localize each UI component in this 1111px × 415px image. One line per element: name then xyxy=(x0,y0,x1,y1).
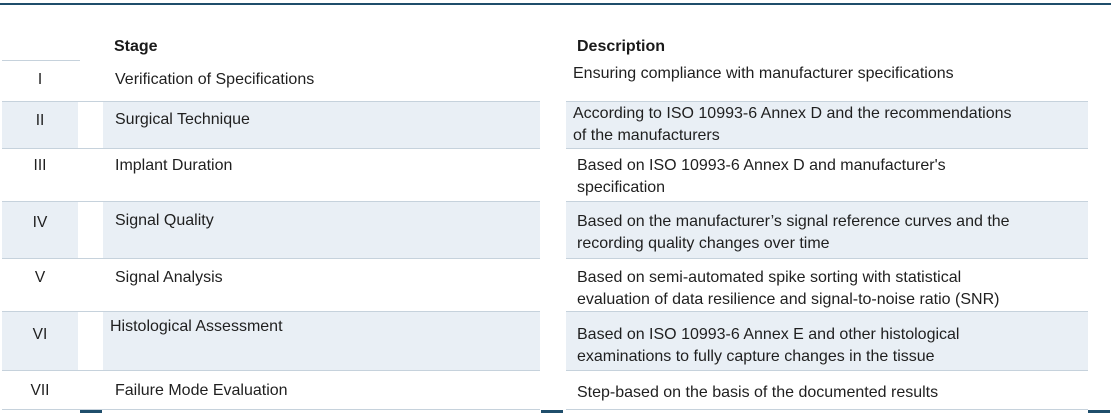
row-number: V xyxy=(34,269,46,286)
bottom-accent-tick xyxy=(80,410,102,413)
row-separator xyxy=(566,201,1088,202)
bottom-accent-tick xyxy=(541,410,563,413)
row-description-line: of the manufacturers xyxy=(573,127,720,144)
row-description-line: examinations to fully capture changes in… xyxy=(577,348,935,365)
table-row: VII Failure Mode Evaluation Step-based o… xyxy=(0,371,1111,409)
row-stage: Signal Analysis xyxy=(115,269,223,286)
row-number: I xyxy=(37,71,43,88)
row-number-text: VI xyxy=(32,326,48,343)
row-description-line: According to ISO 10993-6 Annex D and the… xyxy=(573,105,1012,122)
row-number: II xyxy=(2,102,78,148)
row-description: Based on ISO 10993-6 Annex E and other h… xyxy=(566,312,1088,370)
bottom-accent-tick xyxy=(1088,410,1110,413)
row-separator xyxy=(2,311,540,312)
row-stage: Verification of Specifications xyxy=(115,71,315,88)
row-stage: Histological Assessment xyxy=(103,312,540,370)
row-number: VI xyxy=(2,312,78,370)
row-number-text: IV xyxy=(32,214,48,231)
row-description: According to ISO 10993-6 Annex D and the… xyxy=(566,102,1088,148)
row-description-line: evaluation of data resilience and signal… xyxy=(577,291,1000,308)
row-description-line: Step-based on the basis of the documente… xyxy=(577,384,939,401)
row-stage: Implant Duration xyxy=(115,157,233,174)
row-description-line: Ensuring compliance with manufacturer sp… xyxy=(573,65,954,82)
table-row: V Signal Analysis Based on semi-automate… xyxy=(0,259,1111,311)
header-stage: Stage xyxy=(114,38,158,55)
table-row: IV Signal Quality Based on the manufactu… xyxy=(0,202,1111,258)
row-description-line: Based on ISO 10993-6 Annex E and other h… xyxy=(577,326,960,343)
row-separator xyxy=(2,370,540,371)
row-separator xyxy=(566,370,1088,371)
row-description: Based on semi-automated spike sorting wi… xyxy=(577,267,1099,311)
top-rule xyxy=(0,3,1111,5)
row-description-line: Based on the manufacturer’s signal refer… xyxy=(577,213,1010,230)
row-separator xyxy=(2,409,540,410)
row-separator xyxy=(2,148,540,149)
row-separator xyxy=(2,258,540,259)
row-stage-text: Signal Quality xyxy=(115,212,214,229)
row-separator xyxy=(566,258,1088,259)
table-row: VI Histological Assessment Based on ISO … xyxy=(0,312,1111,370)
row-number: VII xyxy=(30,382,50,399)
row-description-line: Based on ISO 10993-6 Annex D and manufac… xyxy=(577,157,946,174)
row-separator xyxy=(566,409,1088,410)
row-stage: Failure Mode Evaluation xyxy=(115,382,288,399)
row-description: Ensuring compliance with manufacturer sp… xyxy=(573,63,1095,85)
row-description-line: recording quality changes over time xyxy=(577,235,830,252)
row-stage-text: Histological Assessment xyxy=(110,318,283,335)
header-separator-num xyxy=(2,60,80,61)
row-separator xyxy=(566,311,1088,312)
row-description: Step-based on the basis of the documente… xyxy=(577,382,1099,404)
row-separator xyxy=(2,201,540,202)
row-separator xyxy=(2,101,540,102)
row-separator xyxy=(566,101,1088,102)
row-description-line: specification xyxy=(577,179,666,196)
row-separator xyxy=(566,148,1088,149)
header-description: Description xyxy=(577,38,666,55)
table-row: I Verification of Specifications Ensurin… xyxy=(0,61,1111,101)
table-row: II Surgical Technique According to ISO 1… xyxy=(0,102,1111,148)
table-row: III Implant Duration Based on ISO 10993-… xyxy=(0,149,1111,201)
row-number-text: II xyxy=(35,112,45,129)
row-stage: Surgical Technique xyxy=(103,102,540,148)
row-stage-text: Surgical Technique xyxy=(115,111,250,128)
row-number: IV xyxy=(2,202,78,258)
row-description: Based on the manufacturer’s signal refer… xyxy=(566,202,1088,258)
row-description: Based on ISO 10993-6 Annex D and manufac… xyxy=(577,155,1099,199)
row-description-line: Based on semi-automated spike sorting wi… xyxy=(577,269,962,286)
row-stage: Signal Quality xyxy=(103,202,540,258)
row-number: III xyxy=(33,157,47,174)
